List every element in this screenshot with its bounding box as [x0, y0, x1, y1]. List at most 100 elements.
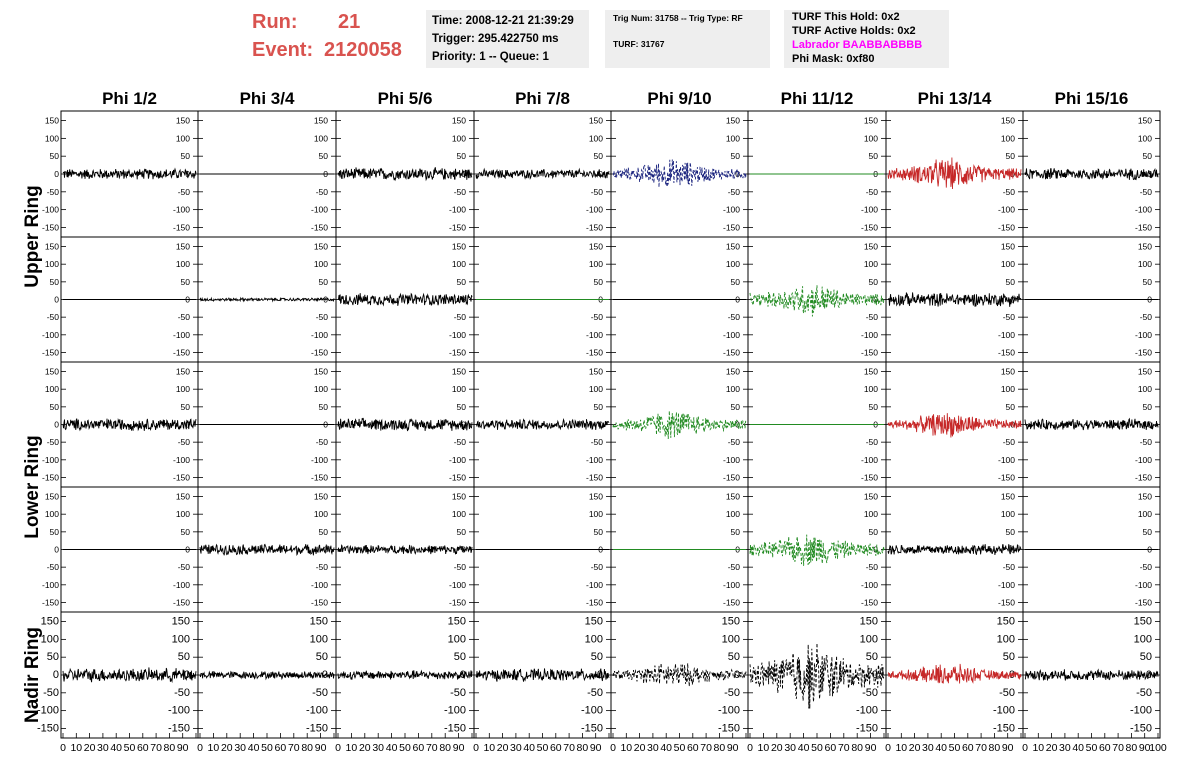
x-tick-label: 30 — [784, 742, 796, 754]
y-tick-label: -150 — [998, 347, 1015, 357]
y-tick-label: 100 — [726, 133, 740, 143]
y-tick-label: 50 — [731, 402, 741, 412]
y-tick-label: 50 — [50, 402, 60, 412]
trig-num-line: Trig Num: 31758 -- Trig Type: RF — [613, 13, 743, 23]
run-event-block: Run: 21 Event: 2120058 — [252, 8, 402, 64]
waveform-trace — [749, 643, 885, 709]
y-tick-label: 50 — [181, 277, 191, 287]
y-tick-label: -50 — [1140, 187, 1153, 197]
y-tick-label: -100 — [1130, 705, 1152, 717]
waveform-trace — [199, 296, 335, 303]
y-tick-label: 100 — [45, 509, 59, 519]
y-tick-label: -150 — [993, 722, 1015, 734]
y-tick-label: 50 — [594, 277, 604, 287]
y-tick-label: -50 — [47, 437, 60, 447]
y-tick-label: -100 — [173, 330, 190, 340]
waveform-trace — [62, 667, 197, 684]
y-tick-label: 150 — [1001, 492, 1015, 502]
y-tick-label: 150 — [589, 492, 603, 502]
column-header: Phi 1/2 — [102, 89, 157, 108]
x-tick-label: 100 — [1149, 742, 1167, 754]
y-tick-label: -50 — [450, 687, 466, 699]
y-tick-label: 0 — [54, 295, 59, 305]
column-header: Phi 15/16 — [1055, 89, 1129, 108]
y-tick-label: -100 — [861, 205, 878, 215]
y-tick-label: 50 — [181, 151, 191, 161]
y-tick-label: 50 — [591, 651, 603, 663]
y-tick-label: 50 — [869, 277, 879, 287]
y-tick-label: 0 — [54, 545, 59, 555]
y-tick-label: 100 — [589, 384, 603, 394]
y-tick-label: -100 — [449, 580, 466, 590]
y-tick-label: -50 — [1140, 437, 1153, 447]
waveform-trace — [475, 167, 610, 180]
y-tick-label: 50 — [457, 277, 467, 287]
y-tick-label: -150 — [42, 347, 59, 357]
y-tick-label: -150 — [998, 472, 1015, 482]
event-value: 2120058 — [324, 39, 402, 61]
x-tick-label: 70 — [700, 742, 712, 754]
column-header: Phi 9/10 — [647, 89, 711, 108]
y-tick-label: 150 — [726, 116, 740, 126]
y-tick-label: 100 — [176, 509, 190, 519]
y-tick-label: 50 — [457, 527, 467, 537]
y-tick-label: -150 — [861, 472, 878, 482]
x-tick-label: 90 — [1002, 742, 1014, 754]
waveform-trace — [1024, 167, 1159, 181]
y-tick-label: -150 — [173, 347, 190, 357]
y-tick-label: 150 — [864, 367, 878, 377]
x-tick-label: 80 — [1126, 742, 1138, 754]
y-tick-label: -150 — [586, 347, 603, 357]
y-tick-label: 100 — [726, 384, 740, 394]
waveform-trace — [62, 167, 197, 180]
y-tick-label: -150 — [581, 722, 603, 734]
y-tick-label: 50 — [1143, 402, 1153, 412]
y-tick-label: 150 — [1134, 616, 1152, 628]
y-tick-label: 100 — [726, 509, 740, 519]
x-tick-label: 20 — [1046, 742, 1058, 754]
y-tick-label: 150 — [452, 116, 466, 126]
x-tick-label: 0 — [60, 742, 66, 754]
y-tick-label: 50 — [731, 527, 741, 537]
y-tick-label: -100 — [42, 580, 59, 590]
y-tick-label: -100 — [311, 455, 328, 465]
x-tick-label: 50 — [537, 742, 549, 754]
y-tick-label: -100 — [998, 455, 1015, 465]
y-tick-label: -150 — [586, 222, 603, 232]
phi-mask-line: Phi Mask: 0xf80 — [792, 53, 875, 65]
y-tick-label: 150 — [864, 492, 878, 502]
y-tick-label: -50 — [591, 187, 604, 197]
y-tick-label: 150 — [176, 242, 190, 252]
y-tick-label: -150 — [449, 472, 466, 482]
x-tick-label: 0 — [1022, 742, 1028, 754]
x-tick-label: 80 — [164, 742, 176, 754]
ring-label: Upper Ring — [22, 185, 43, 287]
y-tick-label: 150 — [45, 492, 59, 502]
y-tick-label: 50 — [454, 651, 466, 663]
y-tick-label: 100 — [1138, 509, 1152, 519]
y-tick-label: -50 — [1140, 562, 1153, 572]
x-tick-label: 0 — [473, 742, 479, 754]
y-tick-label: -100 — [42, 330, 59, 340]
x-tick-label: 50 — [1086, 742, 1098, 754]
waveform-trace — [199, 543, 335, 556]
y-tick-label: -50 — [999, 687, 1015, 699]
y-tick-label: 150 — [1138, 116, 1152, 126]
waveform-trace — [887, 413, 1022, 438]
x-tick-label: 70 — [838, 742, 850, 754]
y-tick-label: -50 — [316, 562, 329, 572]
x-tick-label: 90 — [177, 742, 189, 754]
x-tick-label: 0 — [197, 742, 203, 754]
x-tick-label: 30 — [510, 742, 522, 754]
y-tick-label: -50 — [728, 187, 741, 197]
x-tick-label: 10 — [70, 742, 82, 754]
y-tick-label: -100 — [1135, 205, 1152, 215]
column-header: Phi 5/6 — [378, 89, 433, 108]
y-tick-label: -100 — [998, 580, 1015, 590]
y-tick-label: 50 — [731, 151, 741, 161]
turf-active-line: TURF Active Holds: 0x2 — [792, 25, 916, 37]
y-tick-label: -150 — [37, 722, 59, 734]
y-tick-label: 100 — [314, 259, 328, 269]
y-tick-label: -150 — [444, 722, 466, 734]
y-tick-label: -100 — [1135, 455, 1152, 465]
